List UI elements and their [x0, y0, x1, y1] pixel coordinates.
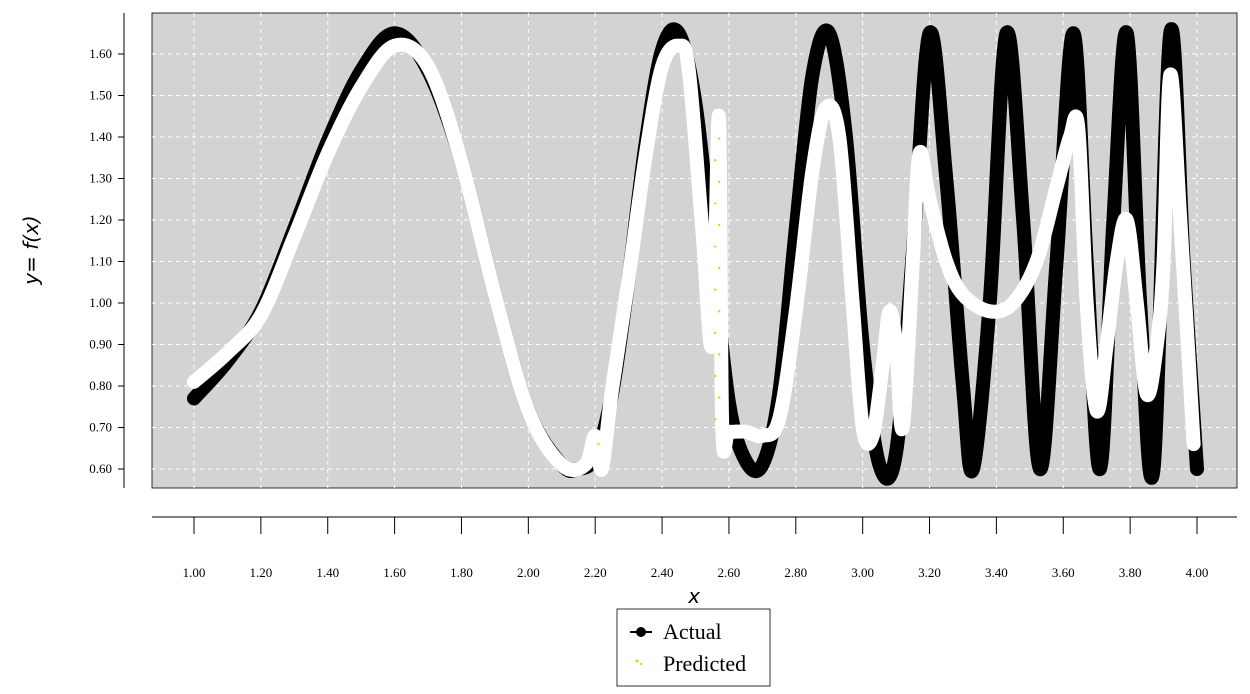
- x-tick-label: 1.20: [249, 565, 272, 580]
- legend-box: [616, 608, 771, 687]
- x-tick-label: 2.80: [784, 565, 807, 580]
- y-tick-label: 1.30: [89, 171, 112, 186]
- y-tick-label: 0.60: [89, 461, 112, 476]
- x-tick-label: 2.60: [718, 565, 741, 580]
- predicted-point: [714, 159, 717, 162]
- predicted-point: [718, 180, 721, 184]
- x-tick-label: 3.20: [918, 565, 941, 580]
- y-tick-label: 1.20: [89, 212, 112, 227]
- predicted-point: [714, 288, 717, 291]
- y-tick-label: 1.00: [89, 295, 112, 310]
- legend-predicted-marker-2: [639, 662, 643, 666]
- predicted-point: [597, 442, 600, 446]
- x-axis: 1.00 1.20 1.40 1.60 1.80 2.00 2.20 2.40 2.60 2.80…: [152, 516, 1237, 580]
- predicted-point: [718, 353, 721, 356]
- legend-actual-marker: [636, 627, 646, 637]
- series-layer: [187, 22, 1204, 486]
- predicted-point: [718, 266, 721, 270]
- legend-predicted-label: Predicted: [663, 651, 746, 676]
- x-tick-label: 3.00: [851, 565, 874, 580]
- predicted-point: [718, 137, 721, 140]
- x-tick-label: 2.00: [517, 565, 540, 580]
- y-tick-label: 1.60: [89, 46, 112, 61]
- x-tick-label: 4.00: [1186, 565, 1209, 580]
- x-tick-label: 3.40: [985, 565, 1008, 580]
- legend-actual-label: Actual: [663, 619, 722, 644]
- predicted-point: [714, 418, 717, 421]
- predicted-point: [714, 374, 717, 378]
- y-tick-label: 0.90: [89, 337, 112, 352]
- predicted-point: [718, 223, 721, 227]
- y-tick-label: 1.50: [89, 88, 112, 103]
- predicted-point: [718, 310, 721, 313]
- x-tick-label: 1.40: [316, 565, 339, 580]
- y-tick-label: 0.80: [89, 378, 112, 393]
- legend-predicted-marker: [635, 659, 639, 663]
- y-tick-label: 1.40: [89, 129, 112, 144]
- predicted-point: [714, 331, 717, 335]
- x-axis-title: x: [687, 584, 700, 608]
- x-tick-label: 2.40: [651, 565, 674, 580]
- predicted-point: [714, 245, 717, 248]
- y-axis: 0.60 0.70 0.80 0.90 1.00 1.10 1.20 1.30 1.40 1.50…: [89, 13, 125, 488]
- x-tick-label: 1.00: [183, 565, 206, 580]
- y-tick-label: 1.10: [89, 254, 112, 269]
- predicted-point: [714, 202, 717, 205]
- x-tick-label: 3.80: [1119, 565, 1142, 580]
- x-tick-label: 1.80: [450, 565, 473, 580]
- predicted-point: [718, 396, 721, 399]
- y-tick-label: 0.70: [89, 420, 112, 435]
- x-tick-label: 3.60: [1052, 565, 1075, 580]
- legend: Actual Predicted: [616, 608, 771, 687]
- x-tick-label: 2.20: [584, 565, 607, 580]
- y-axis-title: y= f(x): [19, 215, 43, 285]
- x-tick-label: 1.60: [383, 565, 406, 580]
- series-predicted-line: [187, 37, 1201, 478]
